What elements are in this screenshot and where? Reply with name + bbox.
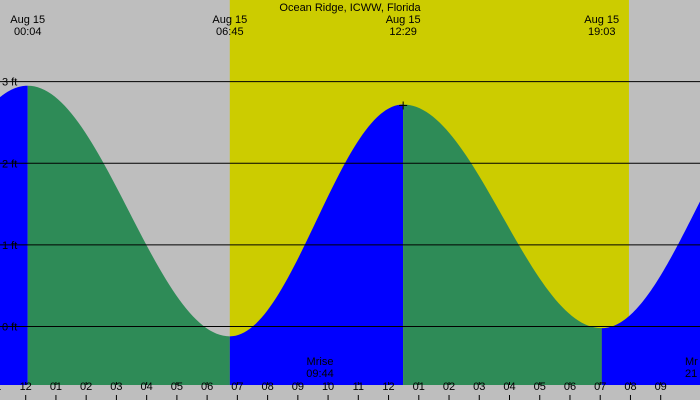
- x-tick-label: 02: [443, 381, 455, 393]
- tide-event-time: 12:29: [389, 26, 417, 38]
- x-tick-label: 09: [655, 381, 667, 393]
- moon-event-time: 21: [685, 368, 697, 380]
- x-axis-band: [0, 385, 700, 400]
- tide-area: [0, 85, 700, 386]
- rising-tide-segment: [0, 85, 28, 386]
- labels: 0 ft 1 ft 2 ft 3 ft 11 12 01 02 03 04 05 06 07 08 09 10…: [0, 14, 698, 393]
- x-tick-label: 07: [231, 381, 243, 393]
- moon-event-time: 09:44: [306, 368, 334, 380]
- rising-tide-segment: [601, 201, 700, 385]
- x-tick-label: 11: [353, 381, 364, 393]
- y-tick-label: 0 ft: [2, 322, 17, 334]
- high-tide-marker: [399, 101, 408, 110]
- x-tick-label: 03: [110, 381, 122, 393]
- y-tick-label: 1 ft: [2, 240, 17, 252]
- x-tick-label: 12: [20, 381, 32, 393]
- tide-event-time: 00:04: [14, 26, 42, 38]
- tide-event-date: Aug 15: [386, 14, 421, 26]
- x-tick-label: 01: [413, 381, 425, 393]
- tide-event-date: Aug 15: [584, 14, 619, 26]
- x-tick-label: 12: [382, 381, 394, 393]
- x-tick-label: 04: [141, 381, 153, 393]
- x-tick-label: 03: [473, 381, 485, 393]
- tide-event-time: 06:45: [216, 26, 244, 38]
- x-tick-label: 10: [322, 381, 334, 393]
- tide-event-date: Aug 15: [10, 14, 45, 26]
- x-tick-label: 06: [564, 381, 576, 393]
- x-tick-label: 09: [292, 381, 304, 393]
- x-tick-label: 04: [503, 381, 515, 393]
- y-tick-label: 2 ft: [2, 158, 17, 170]
- x-tick-label: 11: [0, 381, 1, 393]
- tide-event-time: 19:03: [588, 26, 616, 38]
- x-tick-label: 01: [50, 381, 62, 393]
- x-tick-label: 07: [594, 381, 606, 393]
- falling-tide-segment: [27, 85, 230, 386]
- tide-event-date: Aug 15: [212, 14, 247, 26]
- y-tick-label: 3 ft: [2, 77, 17, 89]
- x-tick-label: 05: [171, 381, 183, 393]
- x-tick-label: 05: [534, 381, 546, 393]
- x-tick-label: 08: [261, 381, 273, 393]
- x-tick-label: 06: [201, 381, 213, 393]
- moon-event-label: Mr: [685, 356, 698, 368]
- x-axis: [0, 382, 700, 400]
- gridlines: [0, 81, 700, 328]
- x-tick-label: 02: [80, 381, 92, 393]
- chart-title: Ocean Ridge, ICWW, Florida: [279, 2, 421, 14]
- x-tick-label: 08: [624, 381, 636, 393]
- moon-event-label: Mrise: [307, 356, 334, 368]
